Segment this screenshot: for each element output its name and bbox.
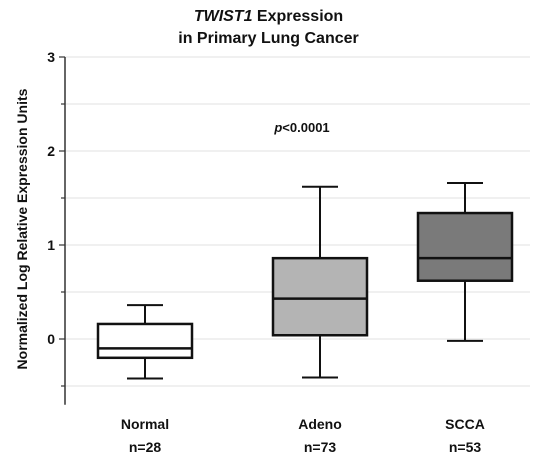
chart-title-line-2: in Primary Lung Cancer (178, 30, 359, 47)
y-axis: 0 1 2 3 (47, 49, 66, 405)
p-value-symbol: p (273, 120, 282, 135)
box-iqr (416, 211, 514, 282)
p-value-annotation: p<0.0001 (273, 120, 329, 135)
box-adeno (271, 185, 369, 379)
y-tick-label: 0 (47, 331, 55, 347)
x-category-count: n=73 (304, 439, 337, 455)
chart-title-line-1: TWIST1 Expression (0, 8, 537, 26)
x-category-count: n=53 (449, 439, 482, 455)
box-iqr (271, 256, 369, 337)
chart-title-rest: Expression (252, 8, 344, 25)
x-category-label: Adeno (298, 416, 342, 432)
x-category-count: n=28 (129, 439, 162, 455)
boxes (96, 181, 514, 380)
y-tick-label: 2 (47, 143, 55, 159)
x-category-label: Normal (121, 416, 169, 432)
y-tick-label: 3 (47, 49, 55, 65)
box-normal (96, 304, 194, 380)
chart-title-gene: TWIST1 (193, 8, 253, 25)
x-category-label: SCCA (445, 416, 485, 432)
y-tick-label: 1 (47, 237, 55, 253)
p-value-text: <0.0001 (282, 120, 329, 135)
box-iqr (96, 322, 194, 360)
box-scca (416, 181, 514, 342)
category-labels: Normal n=28 Adeno n=73 SCCA n=53 (121, 416, 485, 455)
